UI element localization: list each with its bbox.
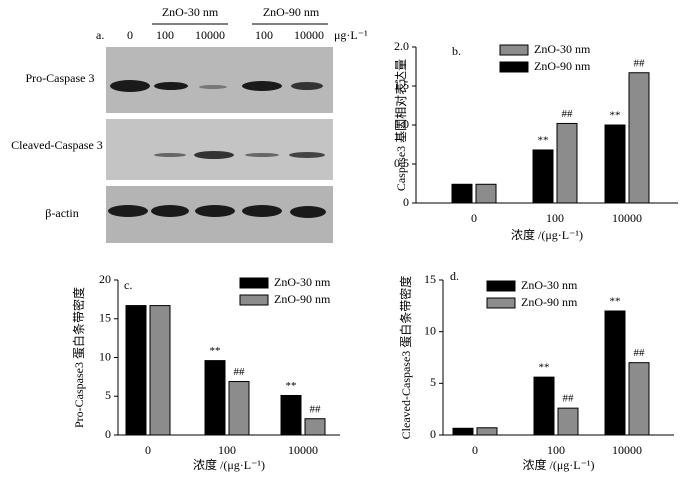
row-label: β-actin bbox=[45, 206, 78, 220]
bar bbox=[628, 362, 650, 436]
x-tick-label: 10000 bbox=[288, 443, 318, 457]
dose-label: 10000 bbox=[294, 28, 324, 42]
significance-mark: ** bbox=[538, 134, 549, 146]
y-tick-label: 5 bbox=[105, 388, 111, 402]
group-label: ZnO-30 nm bbox=[162, 5, 219, 19]
legend-swatch bbox=[499, 44, 529, 56]
dose-label: 0 bbox=[127, 28, 133, 42]
dose-label: 100 bbox=[156, 28, 174, 42]
y-tick-label: 15 bbox=[424, 272, 436, 286]
dose-label: 10000 bbox=[195, 28, 225, 42]
legend-swatch bbox=[499, 61, 529, 73]
significance-mark: ** bbox=[539, 362, 550, 374]
bar bbox=[149, 305, 171, 436]
y-tick-label: 15 bbox=[99, 311, 111, 325]
y-axis-label: Cleaved-Caspase3 蛋白条带密度 bbox=[398, 276, 413, 440]
y-tick-label: 0 bbox=[430, 427, 436, 441]
blot-image bbox=[106, 119, 333, 180]
significance-mark: ** bbox=[610, 296, 621, 308]
legend-label: ZnO-90 nm bbox=[274, 292, 331, 306]
legend-swatch bbox=[486, 280, 516, 292]
x-axis-label: 浓度 /(μg·L⁻¹) bbox=[522, 457, 594, 472]
y-axis-label: Pro-Caspase3 蛋白条带密度 bbox=[71, 287, 86, 428]
x-tick-label: 100 bbox=[218, 443, 236, 457]
bar bbox=[533, 376, 555, 436]
bar bbox=[557, 407, 579, 436]
bar bbox=[204, 360, 226, 436]
legend-swatch bbox=[239, 294, 269, 306]
x-tick-label: 10000 bbox=[612, 211, 642, 225]
bar bbox=[604, 310, 626, 436]
x-tick-label: 100 bbox=[546, 211, 564, 225]
bar bbox=[604, 124, 626, 204]
row-label: Pro-Caspase 3 bbox=[26, 71, 95, 85]
x-tick-label: 0 bbox=[471, 211, 477, 225]
bar bbox=[304, 418, 326, 436]
bar bbox=[556, 122, 578, 204]
significance-mark: ## bbox=[563, 393, 575, 405]
bar bbox=[228, 381, 250, 436]
y-tick-label: 20 bbox=[99, 272, 111, 286]
y-tick-label: 0 bbox=[105, 427, 111, 441]
blot-panel: a. 0 ZnO-30 nm ZnO-90 nm 100 10000 100 1… bbox=[11, 5, 368, 243]
panel-label: d. bbox=[450, 269, 459, 283]
y-tick-label: 5 bbox=[430, 375, 436, 389]
y-tick-label: 10 bbox=[424, 323, 436, 337]
bar bbox=[628, 72, 650, 204]
x-axis-label: 浓度 /(μg·L⁻¹) bbox=[193, 457, 265, 472]
bar bbox=[125, 305, 147, 436]
y-axis-label: Caspase3 基因相对表达量 bbox=[394, 59, 408, 191]
bar bbox=[532, 149, 554, 204]
bands bbox=[108, 80, 326, 218]
panel-label: b. bbox=[452, 44, 461, 58]
group-label: ZnO-90 nm bbox=[263, 5, 320, 19]
x-tick-label: 0 bbox=[472, 443, 478, 457]
unit-label: μg·L⁻¹ bbox=[334, 28, 368, 42]
y-tick-label: 1.5 bbox=[394, 78, 409, 92]
legend-swatch bbox=[239, 277, 269, 289]
row-label: Cleaved-Caspase 3 bbox=[11, 138, 103, 152]
legend-label: ZnO-90 nm bbox=[534, 59, 591, 73]
legend-swatch bbox=[486, 297, 516, 309]
significance-mark: ## bbox=[634, 57, 646, 69]
significance-mark: ** bbox=[286, 380, 297, 392]
y-tick-label: 10 bbox=[99, 349, 111, 363]
significance-mark: ## bbox=[562, 108, 574, 120]
significance-mark: ## bbox=[234, 366, 246, 378]
significance-mark: ## bbox=[310, 403, 322, 415]
y-tick-label: 1.0 bbox=[394, 117, 409, 131]
y-tick-label: 0.5 bbox=[394, 156, 409, 170]
significance-mark: ** bbox=[210, 345, 221, 357]
bar bbox=[475, 183, 497, 204]
x-tick-label: 0 bbox=[145, 443, 151, 457]
y-tick-label: 2.0 bbox=[394, 39, 409, 53]
x-axis-label: 浓度 /(μg·L⁻¹) bbox=[511, 227, 583, 242]
panel-label: c. bbox=[124, 278, 132, 292]
dose-label: 100 bbox=[255, 28, 273, 42]
significance-mark: ## bbox=[634, 347, 646, 359]
panel-label: a. bbox=[96, 28, 104, 42]
blot-image bbox=[106, 47, 333, 113]
legend-label: ZnO-30 nm bbox=[521, 278, 578, 292]
legend-label: ZnO-90 nm bbox=[521, 295, 578, 309]
bar bbox=[452, 427, 474, 436]
x-tick-label: 10000 bbox=[612, 443, 642, 457]
x-tick-label: 100 bbox=[547, 443, 565, 457]
bar bbox=[280, 394, 302, 436]
legend-label: ZnO-30 nm bbox=[274, 275, 331, 289]
bar bbox=[476, 427, 498, 436]
bar bbox=[451, 183, 473, 204]
significance-mark: ** bbox=[610, 110, 621, 122]
legend-label: ZnO-30 nm bbox=[534, 42, 591, 56]
y-tick-label: 0 bbox=[403, 195, 409, 209]
